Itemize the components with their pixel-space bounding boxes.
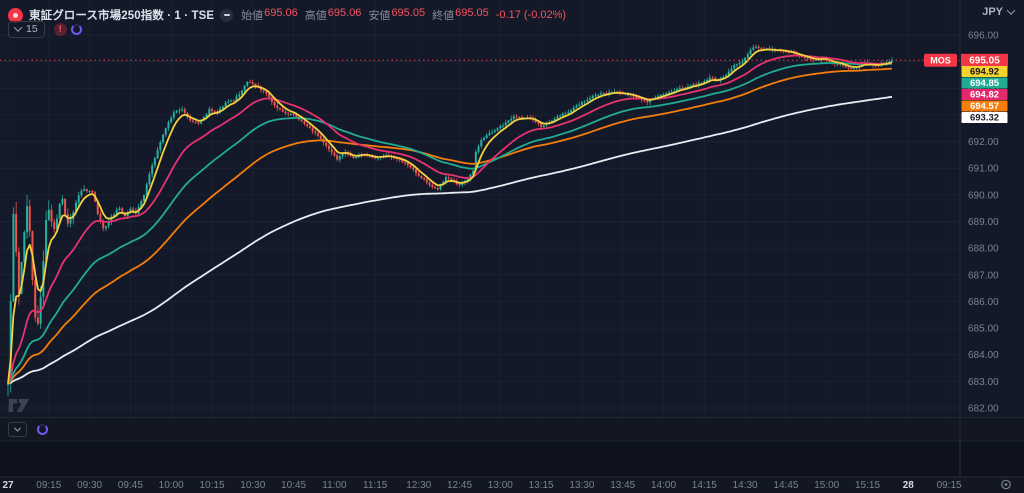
svg-text:687.00: 687.00 — [968, 270, 999, 281]
svg-text:688.00: 688.00 — [968, 244, 999, 255]
svg-text:27: 27 — [2, 480, 14, 491]
ohlc-readout: 始値 695.06 高値 695.06 安値 695.05 終値 695.05 -0.1… — [241, 7, 566, 23]
svg-text:09:45: 09:45 — [118, 480, 143, 491]
svg-text:14:45: 14:45 — [773, 480, 798, 491]
high-value: 695.06 — [327, 7, 362, 19]
symbol-logo-icon — [8, 7, 23, 23]
pane-borders — [0, 0, 1024, 478]
open-label: 始値 — [241, 10, 264, 22]
svg-text:10:45: 10:45 — [281, 480, 306, 491]
svg-text:682.00: 682.00 — [968, 404, 999, 415]
svg-text:689.00: 689.00 — [968, 217, 999, 228]
last-price-label: MOS 695.05 — [924, 53, 1008, 67]
svg-text:11:00: 11:00 — [322, 480, 347, 491]
svg-text:13:30: 13:30 — [569, 480, 594, 491]
low-value: 695.05 — [391, 7, 426, 19]
low-label: 安値 — [368, 10, 391, 22]
grid — [0, 0, 960, 418]
high-label: 高値 — [304, 10, 327, 22]
symbol-header: 東証グロース市場250指数 · 1 · TSE 始値 695.06 高値 695.0… — [8, 7, 566, 23]
ma-slowest-line — [7, 95, 893, 385]
svg-text:10:30: 10:30 — [240, 480, 265, 491]
svg-text:10:00: 10:00 — [159, 480, 184, 491]
svg-text:12:30: 12:30 — [406, 480, 431, 491]
symbol-title[interactable]: 東証グロース市場250指数 · 1 · TSE — [29, 10, 215, 22]
interval-label: 15 — [26, 23, 38, 35]
time-axis[interactable]: 27 09:15 09:30 09:45 10:00 10:15 10:30 10:45 11:… — [2, 479, 1011, 491]
svg-text:10:15: 10:15 — [199, 480, 224, 491]
svg-text:09:15: 09:15 — [36, 480, 61, 491]
svg-text:691.00: 691.00 — [968, 164, 999, 175]
alert-icon[interactable]: ! — [53, 23, 67, 36]
svg-text:684.00: 684.00 — [968, 350, 999, 361]
tradingview-watermark — [8, 399, 30, 412]
svg-text:693.32: 693.32 — [970, 113, 999, 124]
gear-icon[interactable] — [1001, 479, 1011, 490]
chevron-down-icon — [13, 23, 23, 32]
svg-text:694.85: 694.85 — [970, 78, 1000, 89]
chevron-down-icon — [13, 424, 22, 432]
close-value: 695.05 — [455, 7, 489, 19]
svg-text:11:15: 11:15 — [363, 480, 388, 491]
svg-text:692.00: 692.00 — [968, 137, 999, 148]
svg-text:12:45: 12:45 — [447, 480, 472, 491]
lower-pane-controls — [8, 422, 48, 437]
ma-slow-line — [7, 62, 893, 385]
svg-text:694.82: 694.82 — [970, 90, 999, 101]
svg-text:09:30: 09:30 — [77, 480, 102, 491]
open-value: 695.06 — [264, 7, 298, 19]
svg-text:13:00: 13:00 — [488, 480, 513, 491]
currency-selector[interactable]: JPY — [982, 6, 1016, 18]
spinner-icon — [37, 424, 48, 435]
svg-text:694.92: 694.92 — [970, 67, 999, 78]
svg-text:MOS: MOS — [930, 56, 951, 66]
svg-text:14:00: 14:00 — [651, 480, 676, 491]
svg-text:14:30: 14:30 — [733, 480, 758, 491]
svg-text:13:45: 13:45 — [610, 480, 635, 491]
svg-text:28: 28 — [903, 480, 915, 491]
ma-fast-line — [7, 48, 893, 384]
spinner-icon — [70, 24, 82, 35]
ma-slower-line — [7, 67, 893, 385]
pane-expand-button[interactable] — [8, 422, 27, 437]
ma-lines — [7, 48, 893, 385]
svg-text:14:15: 14:15 — [692, 480, 717, 491]
svg-text:15:00: 15:00 — [814, 480, 839, 491]
svg-text:13:15: 13:15 — [529, 480, 554, 491]
toolbar: 15 ! — [8, 21, 82, 38]
minus-circle-icon[interactable] — [220, 8, 234, 22]
svg-text:695.05: 695.05 — [969, 56, 1000, 67]
svg-text:09:15: 09:15 — [937, 480, 962, 491]
ma-medium-line — [7, 54, 893, 385]
close-label: 終値 — [432, 10, 455, 22]
svg-text:690.00: 690.00 — [968, 190, 999, 201]
svg-text:694.57: 694.57 — [970, 101, 999, 112]
change-value: -0.17 (-0.02%) — [495, 9, 567, 21]
svg-text:686.00: 686.00 — [968, 297, 999, 308]
svg-text:15:15: 15:15 — [855, 480, 880, 491]
svg-text:683.00: 683.00 — [968, 377, 999, 388]
currency-label: JPY — [982, 6, 1003, 18]
svg-text:696.00: 696.00 — [968, 31, 999, 42]
svg-text:685.00: 685.00 — [968, 324, 999, 335]
chevron-down-icon — [1006, 6, 1016, 15]
interval-button[interactable]: 15 — [8, 21, 45, 38]
